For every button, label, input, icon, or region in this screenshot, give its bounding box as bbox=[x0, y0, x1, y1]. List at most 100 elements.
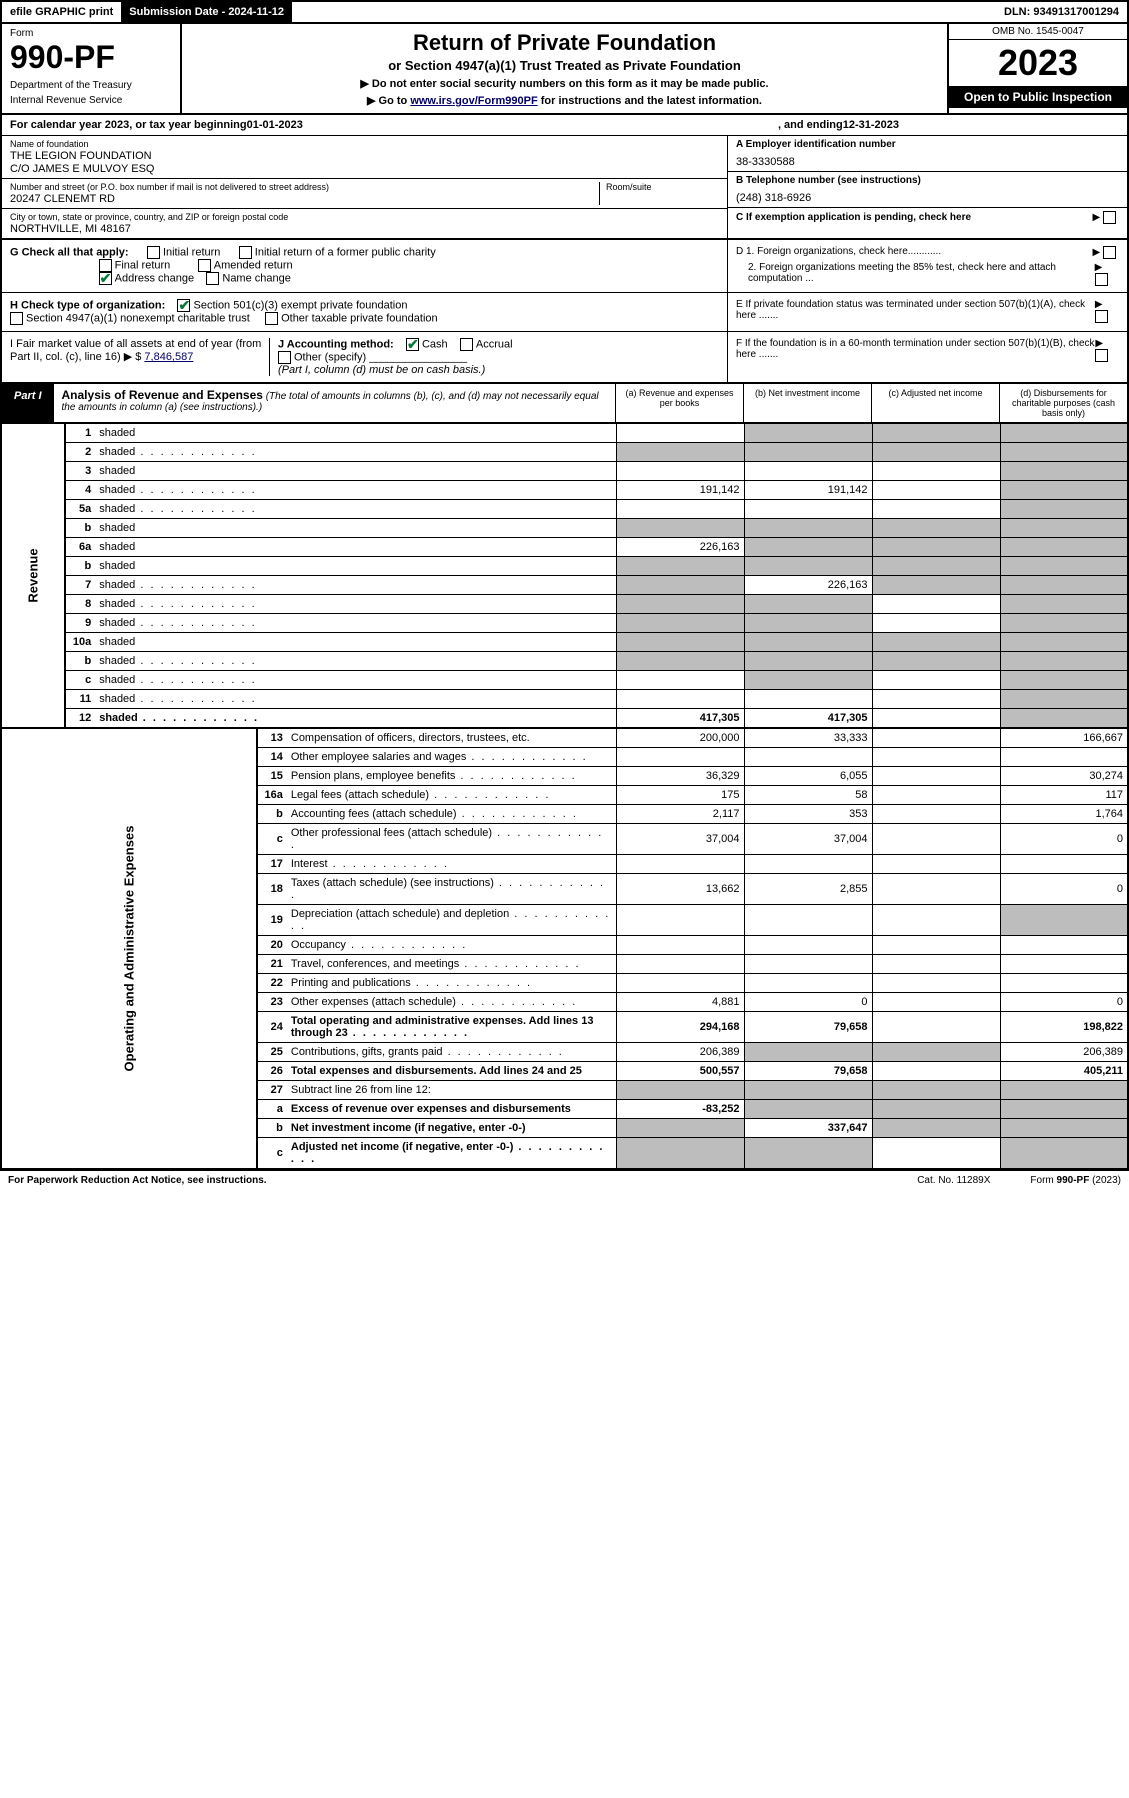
cell-value bbox=[872, 874, 1000, 905]
cell-value bbox=[744, 974, 872, 993]
line-num: 7 bbox=[65, 576, 95, 595]
g-section: G Check all that apply: Initial return I… bbox=[2, 240, 727, 292]
cell-value bbox=[744, 462, 872, 481]
h-section: H Check type of organization: Section 50… bbox=[2, 293, 727, 331]
cell-shaded bbox=[744, 557, 872, 576]
cell-shaded bbox=[872, 1081, 1000, 1100]
cell-value bbox=[1000, 748, 1128, 767]
cb-other-tax[interactable] bbox=[265, 312, 278, 325]
cell-value bbox=[872, 767, 1000, 786]
cell-value bbox=[616, 748, 744, 767]
cell-value bbox=[616, 690, 744, 709]
cell-shaded bbox=[1000, 462, 1128, 481]
c-label: C If exemption application is pending, c… bbox=[736, 212, 971, 223]
cb-address[interactable] bbox=[99, 272, 112, 285]
line-desc: Depreciation (attach schedule) and deple… bbox=[287, 905, 616, 936]
line-desc: shaded bbox=[95, 595, 616, 614]
ein-val: 38-3330588 bbox=[736, 156, 1119, 168]
table-row: bshaded bbox=[1, 557, 1128, 576]
cell-value bbox=[872, 1062, 1000, 1081]
line-num: 26 bbox=[257, 1062, 287, 1081]
ein-label: A Employer identification number bbox=[736, 139, 1119, 150]
cell-value bbox=[872, 936, 1000, 955]
cell-value bbox=[616, 855, 744, 874]
cb-name-change[interactable] bbox=[206, 272, 219, 285]
irs-link[interactable]: www.irs.gov/Form990PF bbox=[410, 95, 537, 107]
cell-shaded bbox=[616, 614, 744, 633]
cal-pre: For calendar year 2023, or tax year begi… bbox=[10, 119, 247, 131]
city-label: City or town, state or province, country… bbox=[10, 212, 719, 222]
line-desc: shaded bbox=[95, 481, 616, 500]
line-num: 6a bbox=[65, 538, 95, 557]
cb-d2[interactable] bbox=[1095, 273, 1108, 286]
cell-shaded bbox=[744, 424, 872, 443]
top-bar: efile GRAPHIC print Submission Date - 20… bbox=[0, 0, 1129, 24]
g-label: G Check all that apply: bbox=[10, 246, 129, 258]
cell-value bbox=[872, 955, 1000, 974]
cb-cash[interactable] bbox=[406, 338, 419, 351]
g-d-row: G Check all that apply: Initial return I… bbox=[0, 240, 1129, 293]
cell-shaded bbox=[872, 1119, 1000, 1138]
foundation-name1: THE LEGION FOUNDATION bbox=[10, 150, 719, 162]
cell-value: 191,142 bbox=[616, 481, 744, 500]
i-section: I Fair market value of all assets at end… bbox=[10, 338, 270, 376]
cb-501c3[interactable] bbox=[177, 299, 190, 312]
cell-value bbox=[872, 671, 1000, 690]
cell-value bbox=[872, 595, 1000, 614]
table-row: 9shaded bbox=[1, 614, 1128, 633]
header-left: Form 990-PF Department of the Treasury I… bbox=[2, 24, 182, 113]
cb-f[interactable] bbox=[1095, 349, 1108, 362]
line-desc: Subtract line 26 from line 12: bbox=[287, 1081, 616, 1100]
line-desc: shaded bbox=[95, 614, 616, 633]
cell-value bbox=[744, 905, 872, 936]
foundation-name2: C/O JAMES E MULVOY ESQ bbox=[10, 163, 719, 175]
efile-label: efile GRAPHIC print bbox=[2, 2, 121, 22]
cell-shaded bbox=[872, 1043, 1000, 1062]
cell-shaded bbox=[744, 595, 872, 614]
col-b-hdr: (b) Net investment income bbox=[743, 384, 871, 422]
cell-value: 0 bbox=[1000, 824, 1128, 855]
cell-value bbox=[744, 500, 872, 519]
cell-value: 79,658 bbox=[744, 1012, 872, 1043]
cb-initial[interactable] bbox=[147, 246, 160, 259]
cb-initial-former[interactable] bbox=[239, 246, 252, 259]
line-desc: shaded bbox=[95, 424, 616, 443]
table-row: 10ashaded bbox=[1, 633, 1128, 652]
cell-shaded bbox=[1000, 905, 1128, 936]
instr-link-row: ▶ Go to www.irs.gov/Form990PF for instru… bbox=[188, 94, 941, 107]
j-other: Other (specify) bbox=[294, 351, 366, 363]
cb-d1[interactable] bbox=[1103, 246, 1116, 259]
cell-shaded bbox=[1000, 671, 1128, 690]
c-checkbox[interactable] bbox=[1103, 211, 1116, 224]
line-desc: Compensation of officers, directors, tru… bbox=[287, 729, 616, 748]
cb-4947[interactable] bbox=[10, 312, 23, 325]
instr-pre: ▶ Go to bbox=[367, 95, 410, 107]
cb-e[interactable] bbox=[1095, 310, 1108, 323]
cell-shaded bbox=[1000, 709, 1128, 729]
cell-shaded bbox=[1000, 633, 1128, 652]
cb-other-method[interactable] bbox=[278, 351, 291, 364]
cell-shaded bbox=[1000, 443, 1128, 462]
cell-shaded bbox=[1000, 424, 1128, 443]
cell-value bbox=[744, 855, 872, 874]
cell-value bbox=[872, 905, 1000, 936]
i-j-section: I Fair market value of all assets at end… bbox=[2, 332, 727, 382]
cell-value: 58 bbox=[744, 786, 872, 805]
ein-cell: A Employer identification number 38-3330… bbox=[728, 136, 1127, 172]
cell-value bbox=[872, 855, 1000, 874]
cb-amended[interactable] bbox=[198, 259, 211, 272]
line-desc: shaded bbox=[95, 652, 616, 671]
line-num: 19 bbox=[257, 905, 287, 936]
f-section: F If the foundation is in a 60-month ter… bbox=[727, 332, 1127, 382]
cell-shaded bbox=[616, 1081, 744, 1100]
cell-value: 206,389 bbox=[616, 1043, 744, 1062]
cell-shaded bbox=[616, 595, 744, 614]
cal-end: 12-31-2023 bbox=[843, 119, 899, 131]
cell-shaded bbox=[872, 424, 1000, 443]
h-label: H Check type of organization: bbox=[10, 299, 165, 311]
calendar-year-row: For calendar year 2023, or tax year begi… bbox=[0, 115, 1129, 136]
form-title: Return of Private Foundation bbox=[188, 30, 941, 56]
cell-shaded bbox=[1000, 519, 1128, 538]
cb-accrual[interactable] bbox=[460, 338, 473, 351]
cell-value bbox=[744, 936, 872, 955]
